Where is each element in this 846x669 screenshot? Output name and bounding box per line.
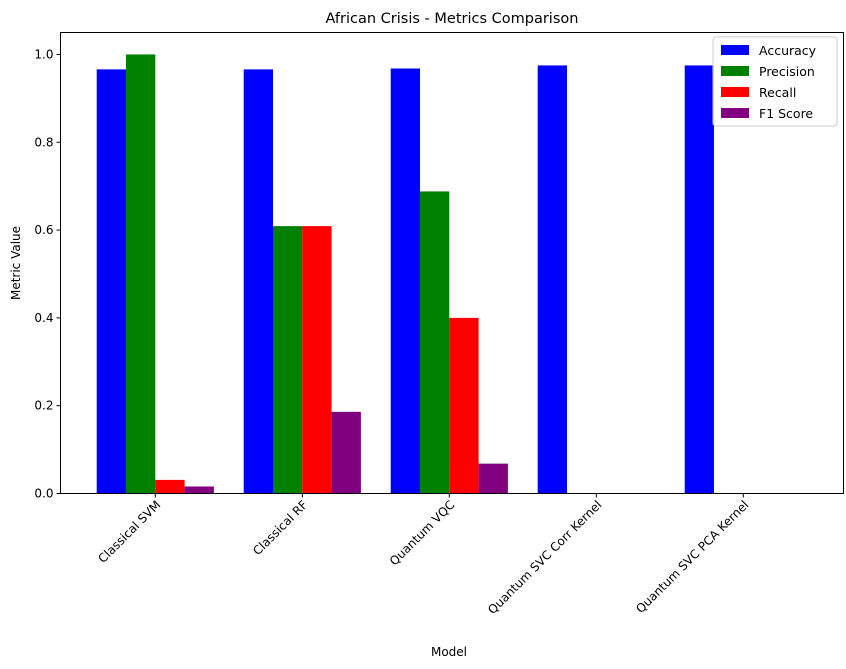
bars-group (96, 54, 714, 494)
y-tick-label: 0.2 (34, 399, 53, 413)
legend-label-accuracy: Accuracy (759, 43, 817, 58)
legend-label-precision: Precision (759, 64, 815, 79)
y-tick-label: 0.0 (34, 487, 53, 501)
legend-swatch-recall (721, 87, 749, 97)
legend: Accuracy Precision Recall F1 Score (712, 36, 838, 127)
bar-recall-0 (155, 479, 185, 494)
y-tick-label: 0.6 (34, 223, 53, 237)
legend-label-f1-score: F1 Score (759, 106, 813, 121)
bar-accuracy-3 (537, 65, 567, 494)
bar-precision-2 (420, 191, 450, 494)
bar-accuracy-4 (684, 65, 714, 494)
bar-accuracy-2 (390, 68, 420, 494)
y-tick-label: 1.0 (34, 47, 53, 61)
legend-box (712, 36, 838, 127)
bar-accuracy-0 (96, 69, 126, 494)
bar-f1-score-1 (331, 411, 361, 494)
chart-title: African Crisis - Metrics Comparison (326, 11, 579, 27)
y-tick-label: 0.8 (34, 135, 53, 149)
x-axis-title: Model (431, 645, 467, 659)
bar-f1-score-2 (478, 463, 508, 494)
legend-label-recall: Recall (759, 85, 796, 100)
y-tick-label: 0.4 (34, 311, 53, 325)
bar-recall-2 (449, 317, 479, 494)
y-axis-title: Metric Value (9, 226, 23, 300)
legend-swatch-f1-score (721, 108, 749, 118)
y-axis: 0.0 0.2 0.4 0.6 0.8 1.0 (34, 47, 61, 501)
bar-f1-score-0 (184, 486, 214, 494)
bar-precision-0 (126, 54, 156, 494)
legend-swatch-accuracy (721, 45, 749, 55)
bar-precision-1 (273, 226, 303, 494)
bar-recall-1 (302, 226, 332, 494)
legend-swatch-precision (721, 66, 749, 76)
plot-frame (60, 32, 844, 494)
bar-accuracy-1 (243, 69, 273, 494)
